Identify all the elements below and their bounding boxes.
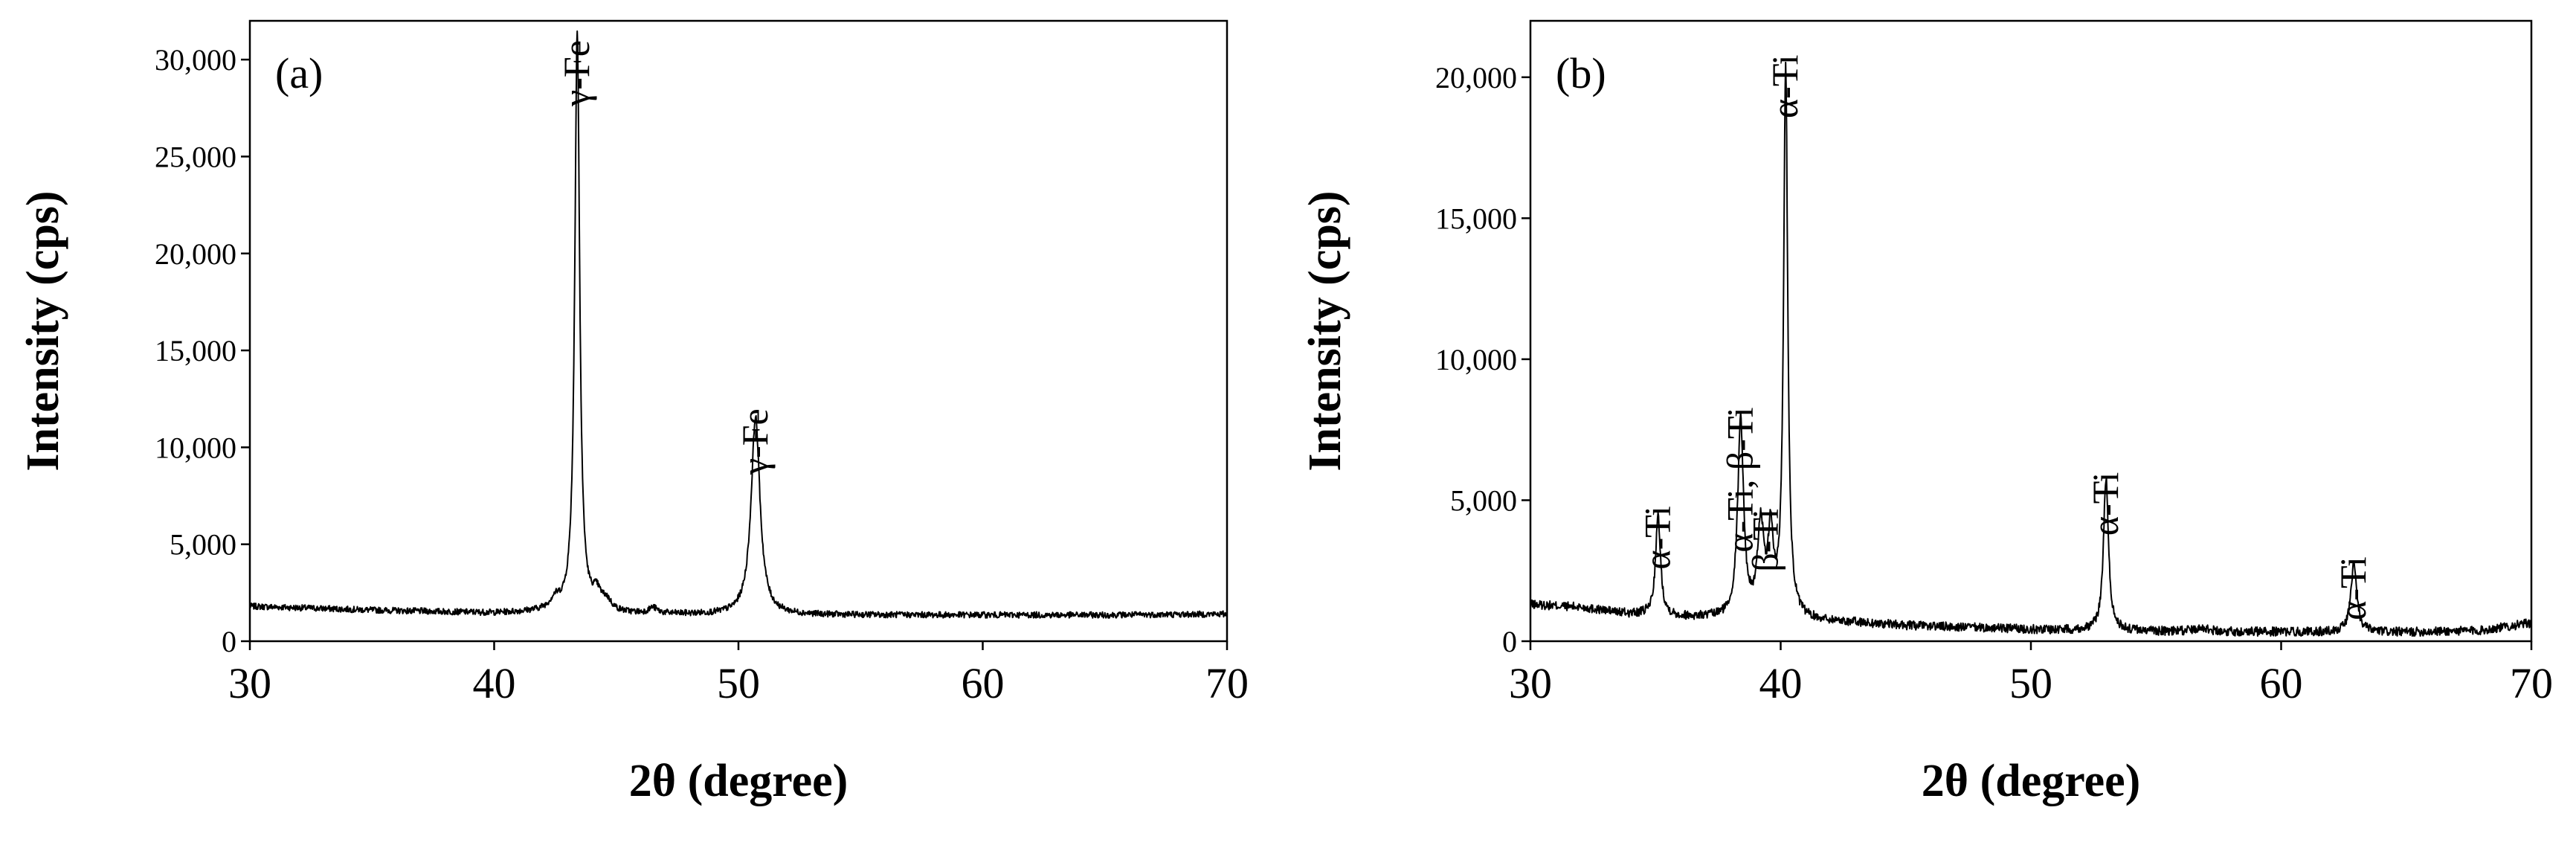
peak-annotation: α-Ti (2332, 556, 2374, 620)
y-tick-label: 10,000 (155, 431, 236, 464)
y-axis-title: Intensity (cps) (18, 190, 68, 471)
x-tick-label: 60 (962, 659, 1005, 707)
x-axis-title: 2θ (degree) (1922, 756, 2141, 806)
x-axis-title: 2θ (degree) (629, 756, 849, 806)
y-tick-label: 0 (1502, 625, 1517, 658)
x-tick-label: 40 (1759, 659, 1803, 707)
y-tick-label: 5,000 (170, 528, 236, 562)
peak-annotation: α-Ti (1637, 506, 1678, 570)
panel-label: (b) (1556, 49, 1606, 97)
peak-annotation: γ-Fe (556, 40, 597, 107)
y-tick-label: 15,000 (1435, 202, 1517, 235)
y-tick-label: 20,000 (1435, 61, 1517, 94)
y-tick-label: 30,000 (155, 43, 236, 77)
peak-annotation: α-Ti, β-Ti (1719, 407, 1761, 552)
x-tick-label: 40 (473, 659, 516, 707)
y-tick-label: 5,000 (1450, 484, 1517, 517)
x-tick-label: 60 (2260, 659, 2303, 707)
x-tick-label: 30 (228, 659, 271, 707)
peak-annotation: α-Ti (1764, 54, 1806, 118)
x-tick-label: 70 (2510, 659, 2553, 707)
peak-annotation: β-Ti (1744, 509, 1786, 572)
x-tick-label: 30 (1509, 659, 1552, 707)
y-tick-label: 15,000 (155, 334, 236, 367)
x-tick-label: 50 (717, 659, 760, 707)
chart-panel-b: 0 5,000 10,000 15,000 20,000 30 40 50 60 70 2θ (de… (1300, 19, 2553, 806)
y-tick-label: 20,000 (155, 237, 236, 271)
y-tick-label: 0 (222, 625, 236, 658)
plot-frame (1529, 19, 2533, 643)
peak-annotation: α-Ti (2084, 472, 2126, 536)
plot-frame (248, 19, 1229, 643)
spectrum-line (249, 30, 1228, 619)
x-tick-label: 70 (1205, 659, 1249, 707)
peak-annotation: γ-Fe (734, 408, 776, 475)
y-tick-label: 10,000 (1435, 343, 1517, 376)
spectrum-line (1530, 61, 2532, 637)
panel-label: (a) (275, 49, 323, 97)
y-tick-label: 25,000 (155, 140, 236, 173)
y-axis-title: Intensity (cps) (1300, 190, 1350, 471)
x-tick-label: 50 (2009, 659, 2052, 707)
chart-panel-a: 0 5,000 10,000 15,000 20,000 25,000 30,000 30 40… (18, 19, 1249, 806)
